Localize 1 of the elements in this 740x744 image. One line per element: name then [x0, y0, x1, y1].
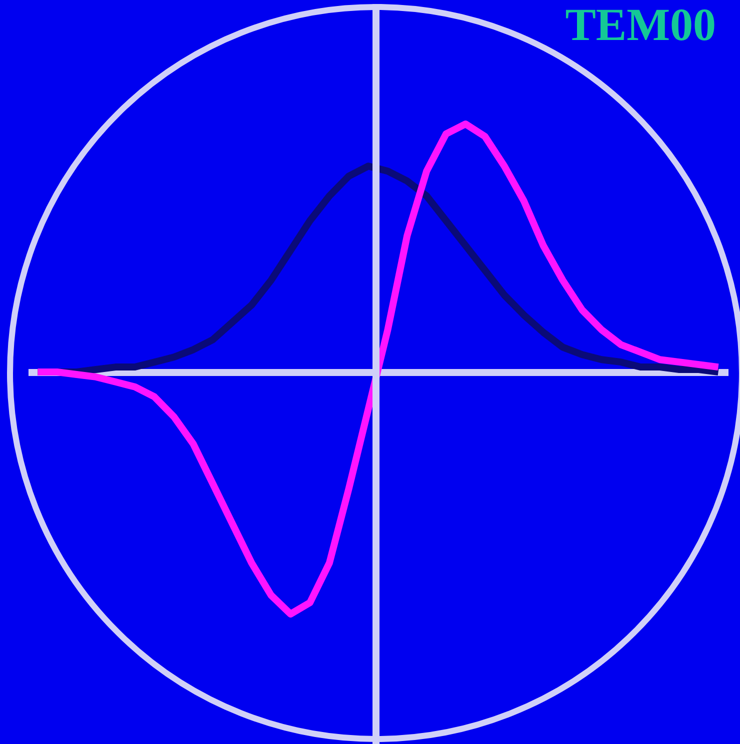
chart-title: TEM00 [565, 0, 716, 50]
